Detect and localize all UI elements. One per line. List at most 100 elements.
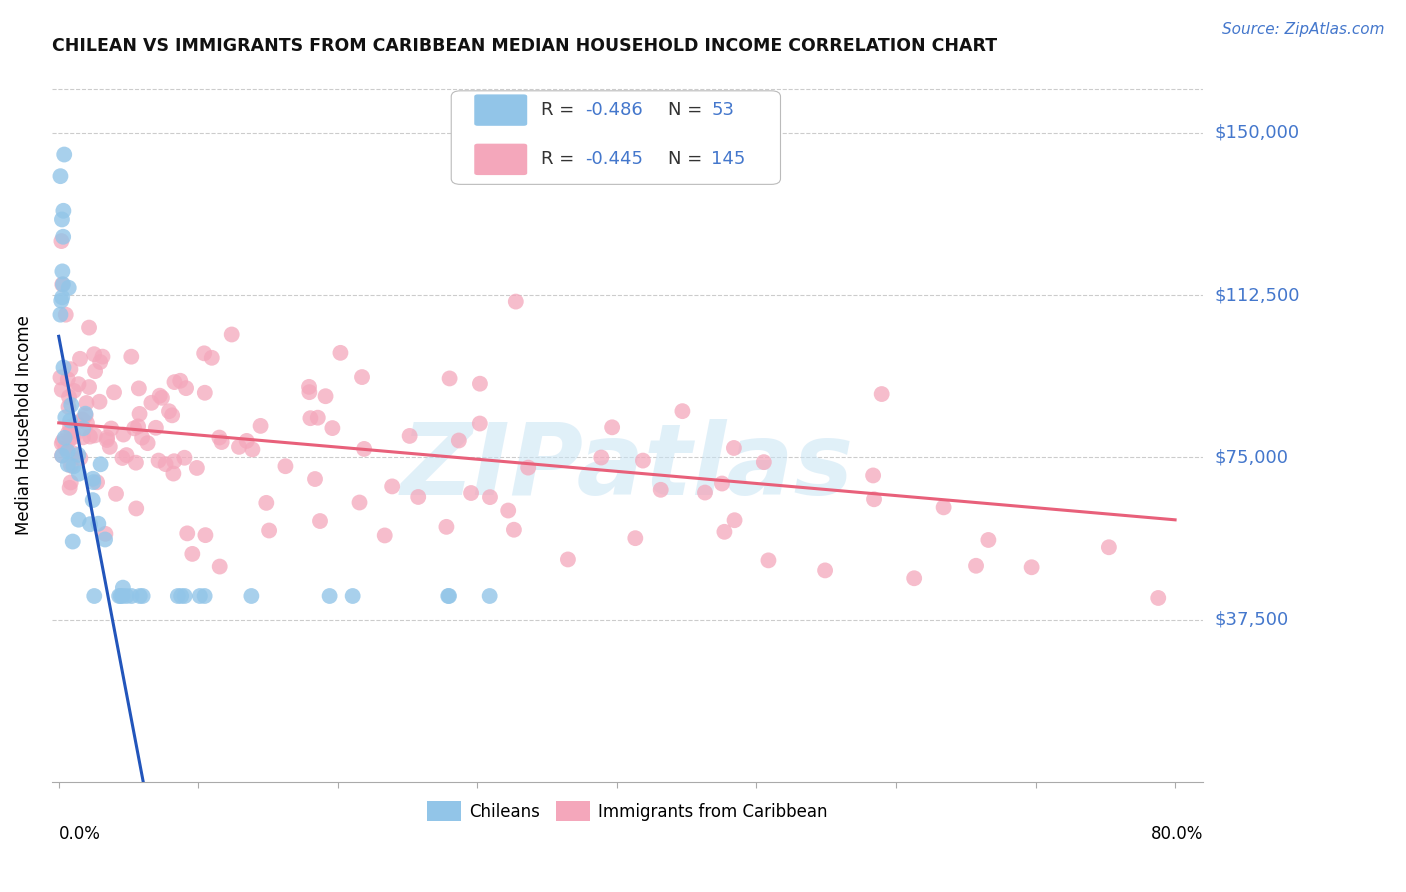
Point [52, 434, 75, 448]
Point [557, 552, 579, 566]
Text: R =: R = [541, 151, 581, 169]
Point [69, 451, 91, 466]
Point [115, 448, 138, 462]
Text: 80.0%: 80.0% [1150, 825, 1204, 843]
Text: $112,500: $112,500 [1215, 286, 1299, 304]
Point [52, 203, 75, 218]
Point [56, 444, 79, 458]
Point [155, 457, 177, 471]
Point [1021, 560, 1043, 574]
Point [125, 501, 148, 516]
Point [398, 429, 420, 443]
Point [120, 350, 142, 364]
Point [53, 442, 76, 456]
Point [83, 589, 105, 603]
Point [77, 320, 100, 334]
Point [67, 377, 90, 392]
Point [862, 468, 884, 483]
Point [631, 453, 654, 467]
Point [52, 277, 75, 292]
Point [173, 589, 195, 603]
Point [254, 496, 277, 510]
Point [103, 385, 125, 400]
Point [94, 533, 117, 547]
Point [460, 486, 482, 500]
Point [671, 404, 693, 418]
Point [194, 385, 217, 400]
Point [55, 308, 77, 322]
Point [52, 229, 75, 244]
Point [128, 407, 150, 421]
Point [194, 528, 217, 542]
Point [111, 581, 134, 595]
Text: $37,500: $37,500 [1215, 611, 1288, 629]
Y-axis label: Median Household Income: Median Household Income [15, 315, 32, 535]
Point [105, 487, 128, 501]
Point [51, 436, 73, 450]
Point [353, 442, 375, 456]
Point [96, 433, 118, 447]
Point [208, 431, 231, 445]
Point [201, 351, 224, 365]
Point [318, 589, 340, 603]
Point [90, 457, 112, 471]
Point [188, 589, 211, 603]
Point [62, 446, 84, 460]
Point [53, 431, 76, 445]
Point [82, 493, 104, 508]
Text: N =: N = [668, 151, 707, 169]
Point [903, 571, 925, 585]
Point [439, 371, 461, 385]
Point [309, 514, 332, 528]
Point [468, 417, 491, 431]
Point [58, 400, 80, 414]
Point [298, 380, 321, 394]
Point [82, 472, 104, 486]
Point [51, 264, 73, 278]
Text: CHILEAN VS IMMIGRANTS FROM CARIBBEAN MEDIAN HOUSEHOLD INCOME CORRELATION CHART: CHILEAN VS IMMIGRANTS FROM CARIBBEAN MED… [52, 37, 997, 55]
Point [194, 589, 217, 603]
Point [121, 589, 143, 603]
Point [83, 428, 105, 442]
Point [141, 396, 163, 410]
Point [148, 453, 170, 467]
Point [274, 459, 297, 474]
Point [406, 490, 429, 504]
Point [51, 290, 73, 304]
Point [240, 589, 263, 603]
Point [51, 293, 73, 308]
Point [49, 169, 72, 184]
Point [478, 589, 501, 603]
Point [149, 389, 172, 403]
Text: $75,000: $75,000 [1215, 449, 1288, 467]
Point [174, 381, 197, 395]
Point [304, 472, 326, 486]
Point [650, 483, 672, 497]
Point [350, 370, 373, 384]
Point [59, 458, 82, 473]
Point [505, 294, 527, 309]
Point [723, 513, 745, 527]
Point [758, 553, 780, 567]
Text: -0.486: -0.486 [585, 101, 643, 120]
Point [496, 503, 519, 517]
Point [98, 440, 121, 454]
Point [349, 495, 371, 509]
Point [56, 426, 79, 441]
Point [67, 513, 90, 527]
Point [69, 351, 91, 366]
Point [75, 407, 97, 421]
Point [163, 375, 186, 389]
Point [75, 396, 97, 410]
Point [342, 589, 364, 603]
Point [166, 589, 188, 603]
Point [53, 147, 76, 161]
Point [307, 410, 329, 425]
Point [157, 404, 180, 418]
Point [82, 475, 104, 490]
Point [381, 479, 404, 493]
Point [977, 533, 1000, 547]
Point [128, 381, 150, 395]
Point [162, 467, 184, 481]
Point [131, 589, 153, 603]
